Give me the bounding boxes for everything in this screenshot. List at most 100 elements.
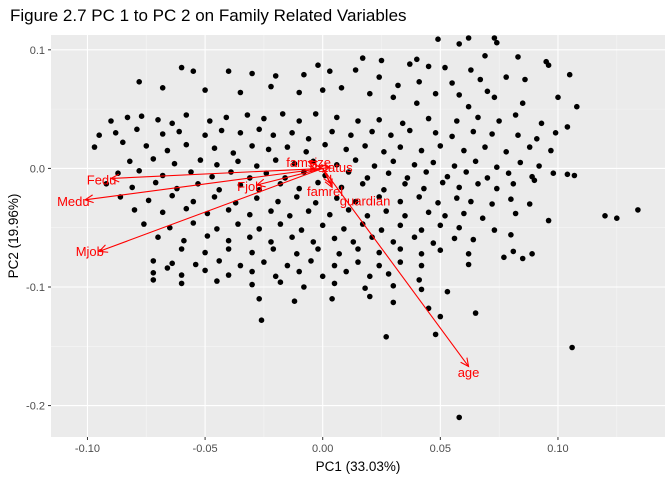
scatter-point [225, 246, 232, 252]
arrow-head [255, 178, 266, 188]
major-gridlines [51, 35, 665, 437]
scatter-point [225, 207, 232, 213]
arrow-line [110, 167, 323, 180]
scatter-point [432, 130, 439, 136]
scatter-point [195, 181, 201, 187]
scatter-point [190, 68, 197, 74]
scatter-point [296, 268, 303, 275]
scatter-point [461, 210, 467, 217]
scatter-point [237, 89, 244, 96]
scatter-point [284, 262, 291, 269]
scatter-point [150, 277, 157, 283]
scatter-point [439, 179, 446, 186]
scatter-point [414, 56, 420, 63]
scatter-point [214, 226, 220, 232]
scatter-point [159, 209, 166, 216]
scatter-point [315, 246, 321, 252]
loading-label-famsize: famsize [286, 155, 331, 170]
plot-panel [51, 35, 665, 437]
scatter-point [228, 169, 234, 175]
scatter-point [334, 195, 340, 201]
scatter-point [376, 74, 383, 80]
scatter-point [515, 132, 521, 138]
scatter-point [310, 239, 317, 245]
scatter-point [178, 280, 185, 287]
scatter-point [564, 171, 571, 178]
scatter-point [526, 144, 533, 150]
scatter-point [484, 175, 491, 181]
scatter-point [164, 147, 171, 154]
scatter-point [517, 159, 524, 166]
scatter-point [249, 143, 255, 149]
scatter-point [256, 226, 263, 232]
scatter-point [411, 234, 418, 240]
scatter-point [548, 147, 554, 154]
arrow-fjob [255, 167, 323, 188]
scatter-point [202, 87, 208, 93]
scatter-point [159, 85, 166, 91]
scatter-point [505, 170, 512, 176]
scatter-point [432, 331, 439, 338]
scatter-point [249, 249, 255, 256]
scatter-point [352, 198, 359, 205]
scatter-point [399, 120, 406, 127]
scatter-point [376, 249, 383, 256]
loading-label-medu: Medu [57, 194, 90, 209]
scatter-point [418, 227, 425, 233]
scatter-point [209, 173, 215, 180]
scatter-point [237, 130, 244, 136]
y-axis-title: PC2 (19.96%) [6, 194, 21, 279]
scatter-point [315, 179, 321, 186]
loading-label-pstatus: Pstatus [309, 160, 353, 175]
scatter-point [442, 213, 448, 219]
scatter-point [115, 170, 121, 176]
scatter-point [390, 239, 397, 245]
scatter-point [470, 236, 477, 243]
loading-label-fedu: Fedu [87, 173, 117, 188]
scatter-point [602, 213, 608, 219]
scatter-point [211, 194, 218, 200]
scatter-point [150, 270, 157, 276]
loading-label-famrel: famrel [307, 184, 343, 199]
scatter-point [127, 158, 133, 165]
scatter-point [268, 83, 274, 90]
scatter-point [425, 115, 432, 122]
scatter-point [555, 94, 561, 101]
scatter-point [272, 157, 279, 163]
scatter-point [512, 112, 519, 118]
scatter-point [322, 141, 328, 148]
scatter-point [472, 310, 479, 316]
loading-arrows [83, 160, 470, 368]
scatter-point [508, 196, 514, 202]
scatter-point [136, 168, 142, 174]
scatter-point [463, 169, 470, 175]
scatter-point [249, 281, 255, 288]
scatter-point [376, 117, 383, 123]
x-tick-label: 0.00 [312, 443, 333, 455]
arrow-line [256, 167, 323, 186]
scatter-point [489, 131, 495, 137]
loading-label-fjob: Fjob [237, 179, 262, 194]
scatter-point [545, 217, 552, 224]
scatter-point [564, 124, 571, 130]
scatter-point [430, 159, 437, 166]
scatter-point [268, 208, 274, 214]
scatter-point [202, 267, 208, 274]
scatter-point [202, 132, 208, 138]
scatter-point [350, 239, 357, 245]
scatter-point [204, 233, 211, 239]
scatter-point [352, 157, 359, 163]
scatter-point [416, 194, 423, 200]
arrow-line [99, 167, 323, 252]
scatter-point [183, 112, 190, 118]
scatter-point [364, 175, 371, 181]
scatter-point [230, 150, 237, 156]
scatter-point [329, 296, 335, 302]
scatter-point [256, 126, 263, 133]
scatter-point [465, 261, 472, 268]
scatter-point [494, 164, 500, 170]
scatter-point [367, 90, 373, 97]
scatter-point [355, 246, 361, 252]
scatter-point [397, 259, 404, 265]
